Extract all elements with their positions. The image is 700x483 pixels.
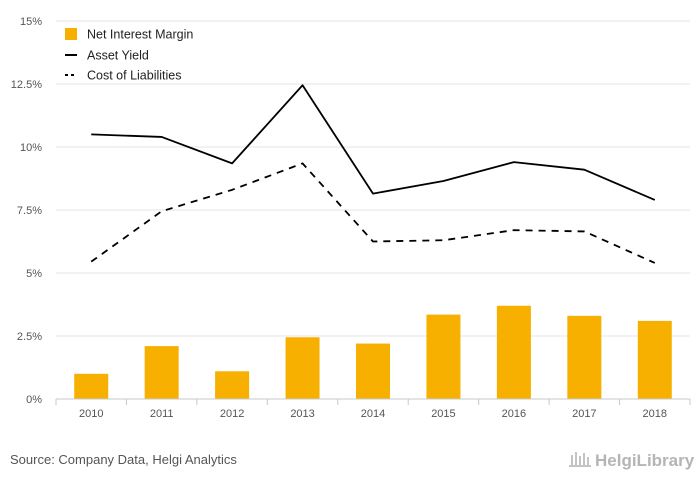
bar-net-interest-margin (426, 314, 461, 399)
bar-net-interest-margin (567, 315, 602, 399)
line-cost-of-liabilities (90, 162, 656, 264)
y-tick-label: 7.5% (17, 205, 42, 217)
bar-net-interest-margin (496, 305, 531, 399)
y-tick-label: 15% (20, 16, 42, 28)
library-icon (569, 452, 591, 467)
x-tick-label: 2012 (220, 408, 244, 420)
x-tick-label: 2014 (361, 408, 385, 420)
helgi-library-logo: HelgiLibrary (569, 451, 695, 470)
y-tick-label: 2.5% (17, 331, 42, 343)
y-tick-label: 10% (20, 142, 42, 154)
legend: Net Interest Margin Asset Yield Cost of Li… (65, 28, 193, 83)
x-tick-label: 2018 (643, 408, 667, 420)
x-tick-label: 2016 (502, 408, 526, 420)
bar-net-interest-margin (356, 343, 390, 399)
x-tick-label: 2010 (79, 408, 103, 420)
bars-series (74, 305, 672, 399)
bar-net-interest-margin (637, 320, 672, 399)
y-tick-label: 5% (26, 268, 42, 280)
legend-label: Net Interest Margin (87, 28, 193, 42)
y-tick-label: 0% (26, 394, 42, 406)
line-asset-yield (91, 84, 656, 201)
legend-label: Asset Yield (87, 49, 149, 63)
bar-net-interest-margin (74, 373, 109, 399)
brand-name: HelgiLibrary (595, 451, 695, 470)
x-tick-label: 2011 (150, 408, 174, 420)
bar-net-interest-margin (144, 346, 179, 399)
x-tick-label: 2017 (572, 408, 596, 420)
x-tick-label: 2013 (290, 408, 314, 420)
lines-series (90, 84, 656, 264)
x-tick-label: 2015 (431, 408, 455, 420)
legend-label: Cost of Liabilities (87, 69, 182, 83)
bar-net-interest-margin (285, 337, 320, 399)
y-tick-label: 12.5% (11, 79, 42, 91)
source-note: Source: Company Data, Helgi Analytics (10, 452, 237, 467)
legend-swatch-bar (65, 28, 77, 40)
axes: 0% 2.5% 5% 7.5% 10% 12.5% 15% 2010 2011 2012 2013 2… (11, 16, 691, 420)
bar-net-interest-margin (215, 371, 250, 399)
